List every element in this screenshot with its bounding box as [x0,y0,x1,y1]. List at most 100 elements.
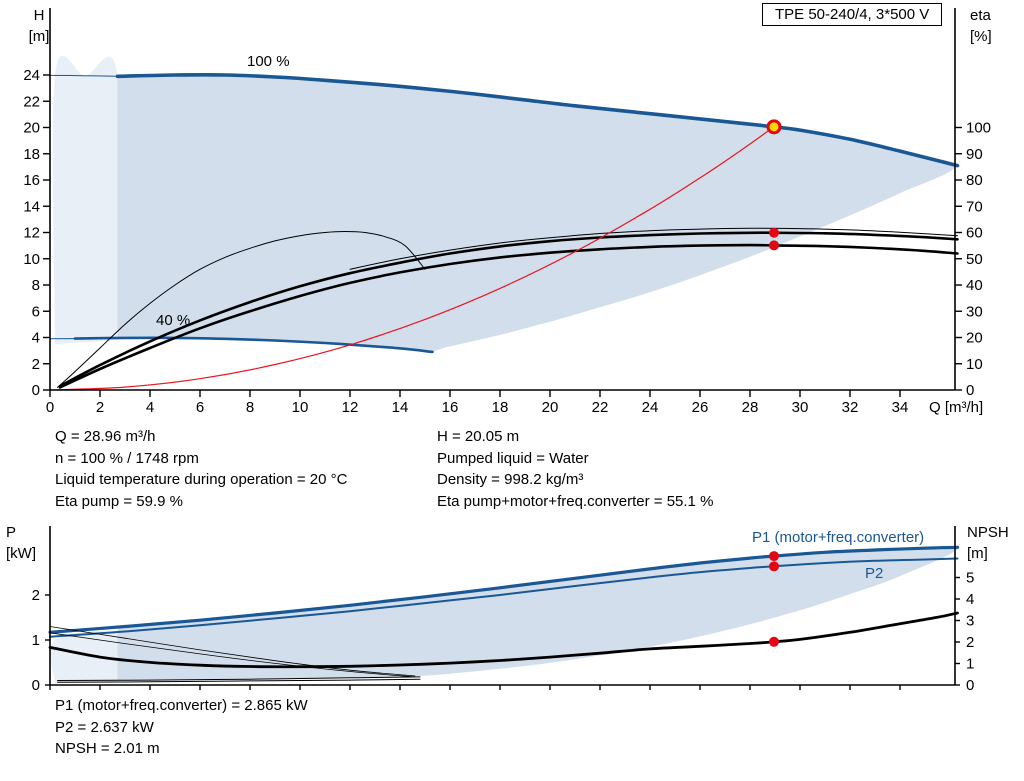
right-tick-label: 0 [966,382,974,399]
series-eta-40-thin [57,231,426,388]
series-p-40-thin-a [57,676,421,681]
series-operating-envelope [117,75,955,352]
duty-point-marker[interactable] [766,119,782,135]
right-tick-label: 20 [966,330,983,347]
right-tick-label: 0 [966,677,974,694]
right-tick-label: 1 [966,656,974,673]
result-line-h: H = 20.05 m [437,428,520,445]
p2-curve-label: P2 [865,565,884,582]
left-tick-label: 22 [23,93,40,110]
left-tick-label: 2 [32,356,40,373]
left-tick-label: 20 [23,120,40,137]
result-line-eta-total: Eta pump+motor+freq.converter = 55.1 % [437,492,714,510]
series-hq-40 [73,336,434,354]
result-line-liquid: Pumped liquid = Water [437,449,589,467]
power-npsh-chart: 0 1 2 0 1 2 3 4 5 [32,526,974,694]
power-axis-symbol: P [6,524,17,541]
right-tick-label: 5 [966,570,974,587]
result-line-p2: P2 = 2.637 kW [55,718,154,736]
x-tick-label: 20 [542,399,559,416]
x-tick-label: 26 [692,399,709,416]
result-point-marker [769,240,779,251]
x-tick-label: 14 [392,399,409,416]
right-tick-label: 3 [966,613,974,630]
right-tick-label: 40 [966,277,983,294]
results-bottom-block: P1 (motor+freq.converter) = 2.865 kW P2 … [55,695,308,760]
series-eta-pump-thin [349,227,958,270]
series-system-resistance-red [49,126,775,391]
npsh-axis-symbol: NPSH [967,524,1009,541]
result-point-marker [769,636,779,647]
x-tick-label: 32 [842,399,859,416]
series-p-thin-diagonal-2 [49,632,416,678]
right-tick-label: 80 [966,172,983,189]
x-tick-label: 30 [792,399,809,416]
eta-axis-title: eta [%] [970,5,992,47]
speed-100-label: 100 % [247,53,290,70]
head-axis-title: H [m] [22,5,56,47]
left-tick-label: 18 [23,146,40,163]
x-tick-label: 2 [96,399,104,416]
result-point-marker [769,551,779,562]
left-tick-label: 10 [23,251,40,268]
result-line-eta-pump: Eta pump = 59.9 % [55,492,183,510]
series-power-envelope-pale [50,631,123,684]
series-eta-pump [58,231,959,388]
left-tick-label: 6 [32,303,40,320]
result-line-npsh: NPSH = 2.01 m [55,740,160,757]
result-point-marker [769,227,779,238]
left-tick-label: 2 [32,587,40,604]
right-tick-label: 4 [966,591,974,608]
eta-axis-unit: [%] [970,28,992,45]
right-tick-label: 2 [966,634,974,651]
series-p-40-thin-b [57,678,421,683]
left-tick-label: 12 [23,225,40,242]
right-tick-label: 70 [966,198,983,215]
series-eta-pump-motor-freq [58,243,959,389]
right-tick-label: 90 [966,146,983,163]
power-axis-title: P [kW] [6,522,36,564]
x-tick-label: 22 [592,399,609,416]
result-line-temp: Liquid temperature during operation = 20… [55,471,348,488]
right-tick-label: 100 [966,120,991,137]
head-capacity-chart: 0 2 4 6 8 10 12 14 16 18 20 22 24 26 28 30 32 34024681012… [23,8,991,416]
right-tick-label: 30 [966,303,983,320]
result-line-p1: P1 (motor+freq.converter) = 2.865 kW [55,697,308,714]
series-p1-motor-freq [48,545,960,634]
result-point-marker [769,561,779,572]
x-tick-label: 8 [246,399,254,416]
left-tick-label: 4 [32,330,40,347]
series-hq-100 [115,73,960,168]
left-tick-label: 0 [32,677,40,694]
left-tick-label: 0 [32,382,40,399]
x-tick-label: 34 [892,399,909,416]
left-tick-label: 24 [23,67,40,84]
series-p-thin-diagonal-1 [49,626,416,677]
left-tick-label: 14 [23,198,40,215]
power-axis-unit: [kW] [6,545,36,562]
p1-curve-label: P1 (motor+freq.converter) [752,529,925,546]
right-tick-label: 60 [966,225,983,242]
x-tick-label: 12 [342,399,359,416]
speed-40-label: 40 % [156,312,191,329]
results-left-column: Q = 28.96 m³/h n = 100 % / 1748 rpm Liqu… [55,426,347,512]
series-npsh [48,611,959,669]
results-right-column: H = 20.05 m Pumped liquid = Water Densit… [437,426,713,512]
left-tick-label: 8 [32,277,40,294]
x-axis-label: Q [m³/h] [929,399,983,416]
x-tick-label: 16 [442,399,459,416]
left-tick-label: 16 [23,172,40,189]
x-tick-label: 18 [492,399,509,416]
head-axis-unit: [m] [28,28,50,45]
x-tick-label: 28 [742,399,759,416]
series-p2 [49,557,959,638]
series-hq-100-leadin [49,74,118,77]
x-tick-label: 4 [146,399,154,416]
npsh-axis-title: NPSH [m] [967,522,1009,564]
left-tick-label: 1 [32,632,40,649]
result-line-density: Density = 998.2 kg/m³ [437,471,584,488]
right-tick-label: 10 [966,356,983,373]
result-line-q: Q = 28.96 m³/h [55,428,156,445]
series-operating-envelope-pale [52,55,120,345]
